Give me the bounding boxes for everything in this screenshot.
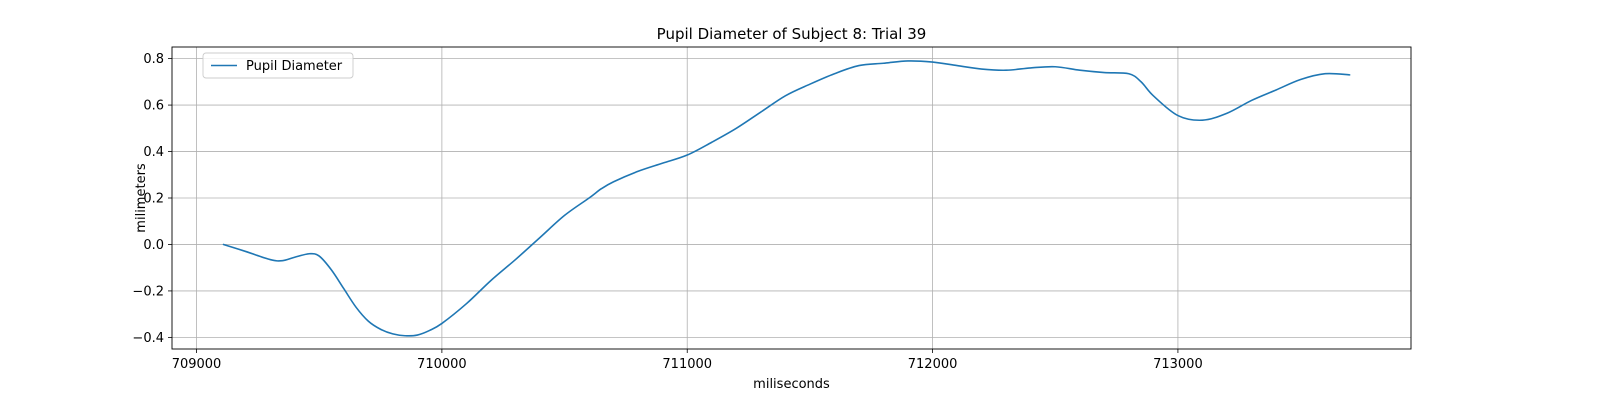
x-tick-label: 710000	[417, 357, 467, 372]
x-tick-label: 713000	[1153, 357, 1203, 372]
legend: Pupil Diameter	[202, 52, 354, 79]
y-tick-label: 0.2	[143, 192, 164, 207]
y-tick-label: −0.2	[132, 284, 164, 299]
x-tick-label: 712000	[908, 357, 958, 372]
y-axis-label: milimeters	[134, 163, 149, 233]
y-tick-label: 0.6	[143, 99, 164, 114]
y-tick-label: 0.8	[143, 52, 164, 67]
legend-box	[202, 52, 354, 79]
y-tick-label: 0.0	[143, 238, 164, 253]
chart-title: Pupil Diameter of Subject 8: Trial 39	[657, 25, 927, 43]
axis-ticks: 709000 710000 711000 712000 713000 −0.4 −0.2 0.…	[132, 52, 1202, 372]
y-tick-label: −0.4	[132, 331, 164, 346]
grid	[172, 47, 1411, 349]
x-tick-label: 709000	[172, 357, 222, 372]
x-tick-label: 711000	[662, 357, 712, 372]
x-axis-label: miliseconds	[753, 377, 830, 392]
y-tick-label: 0.4	[143, 145, 164, 160]
legend-label-pupil-diameter: Pupil Diameter	[246, 59, 343, 74]
series-line-pupil-diameter	[222, 60, 1351, 337]
